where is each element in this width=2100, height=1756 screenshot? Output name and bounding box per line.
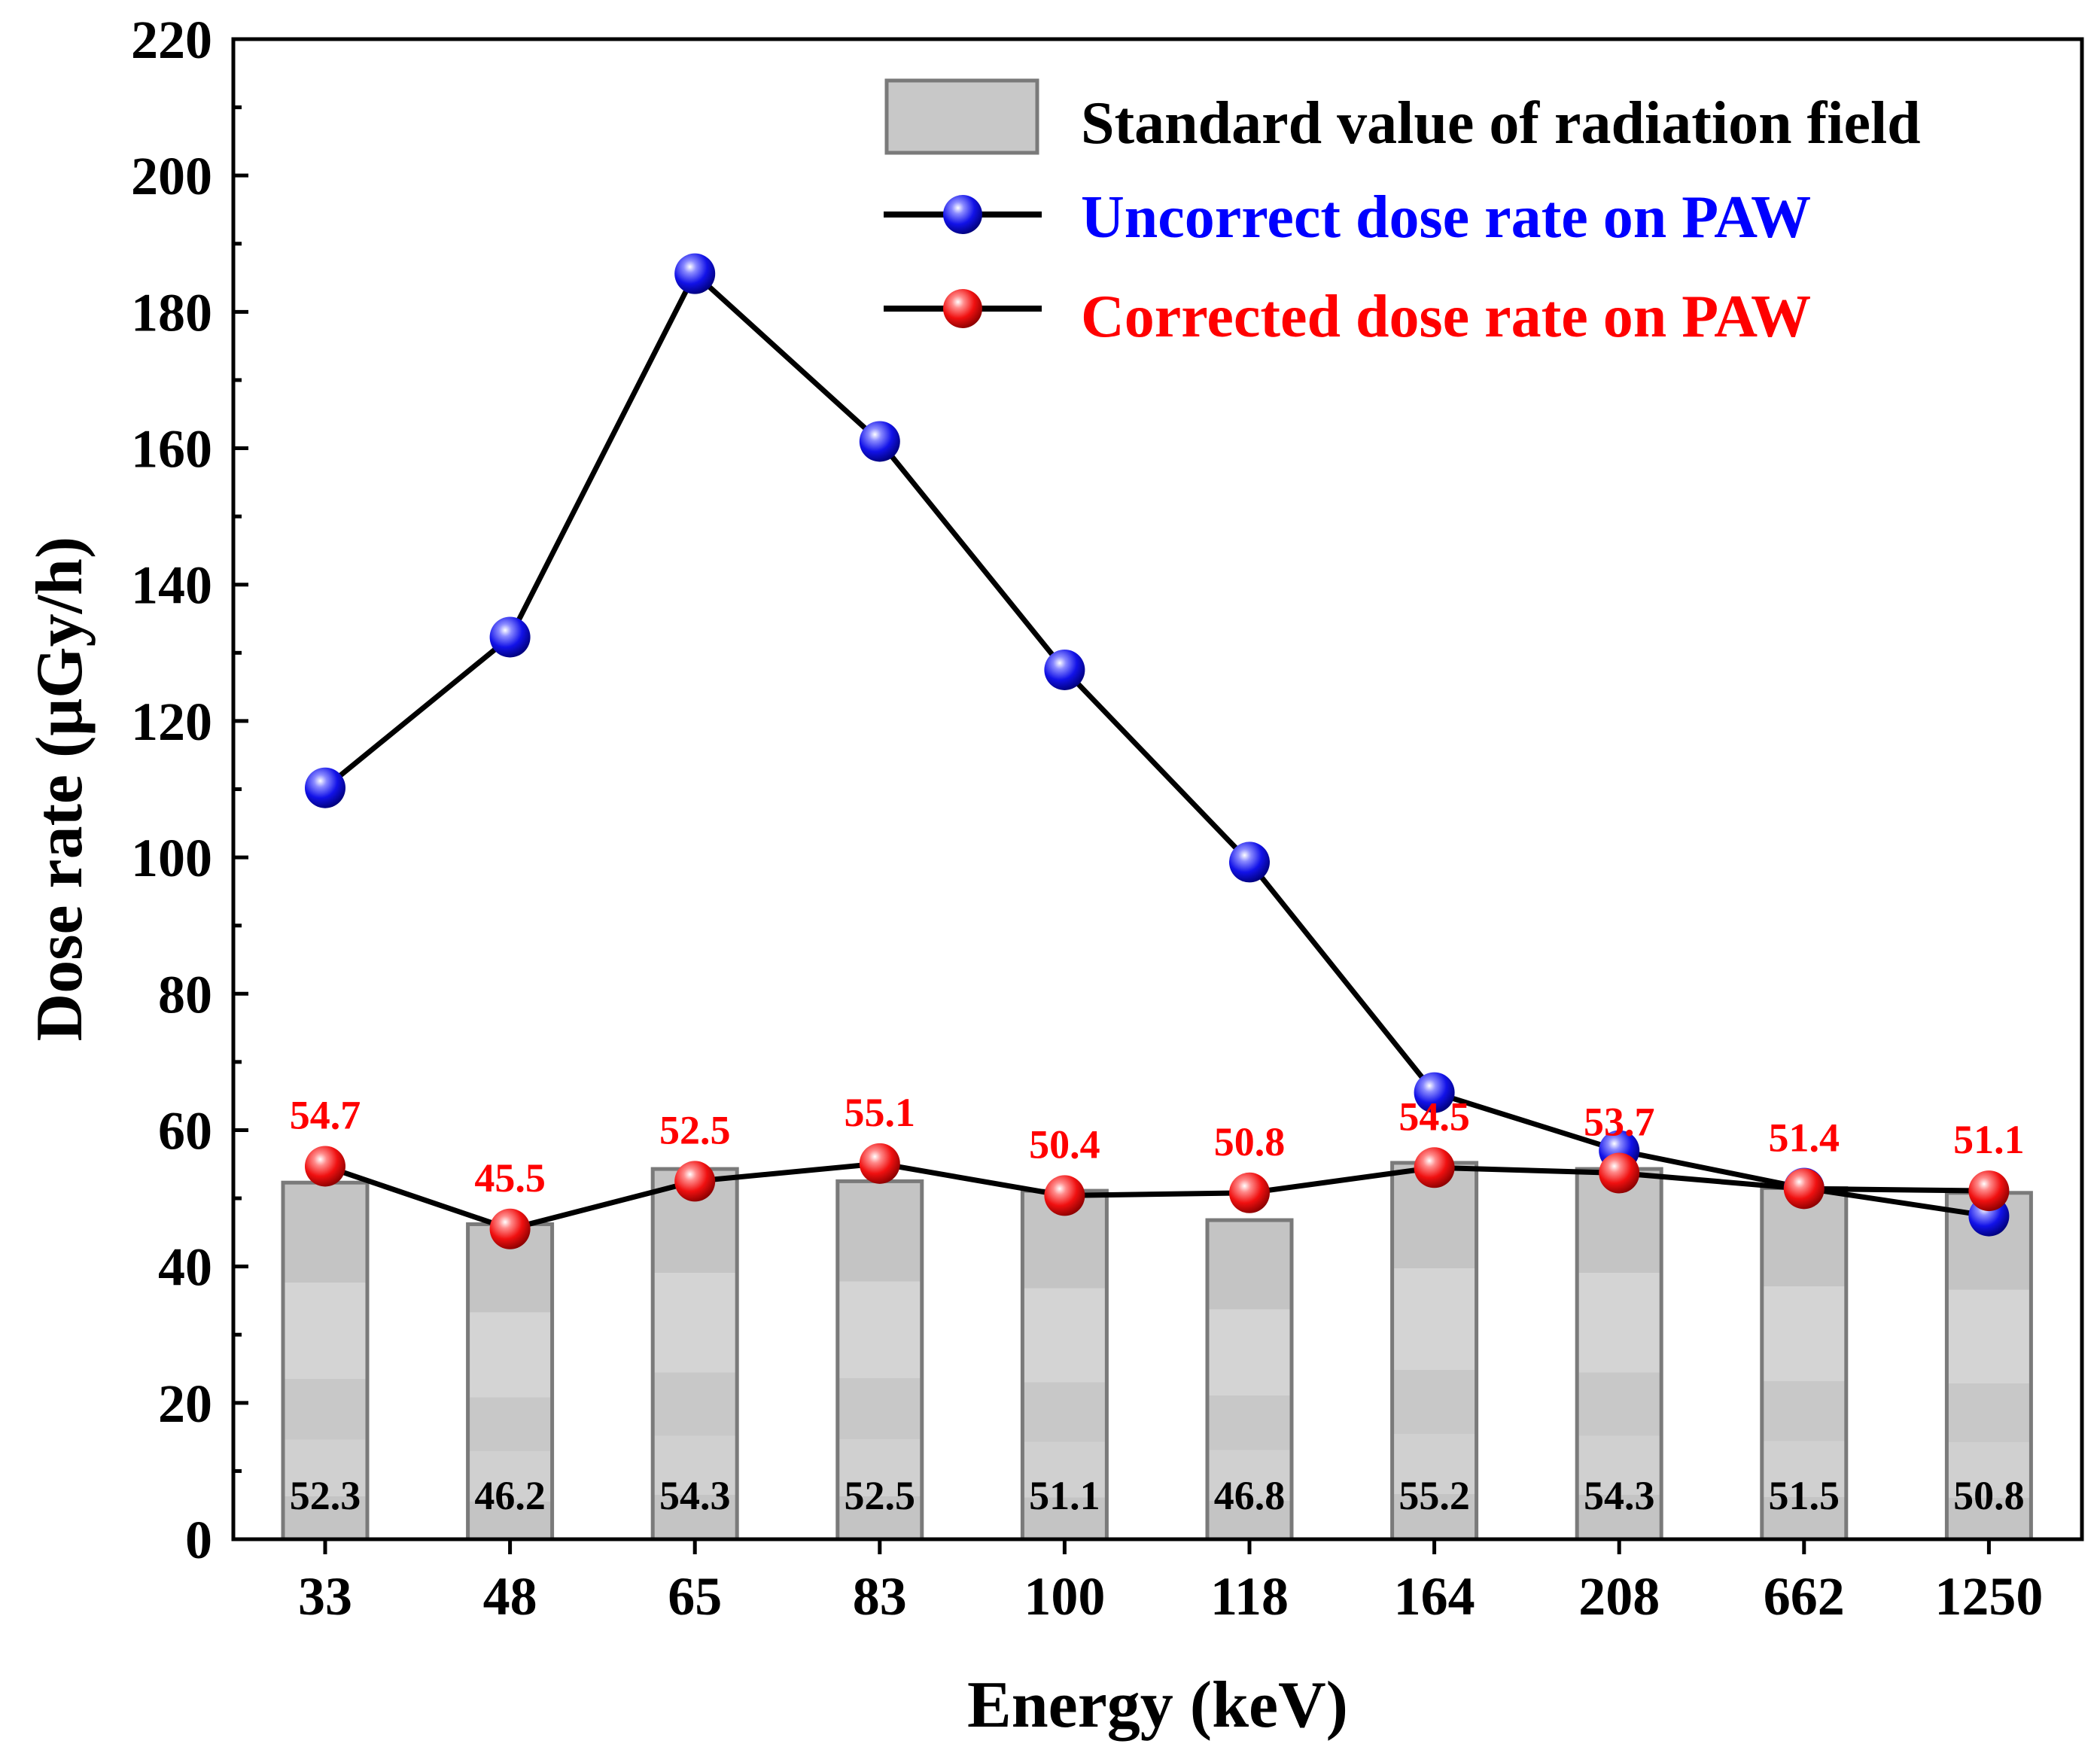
point-uncorrect-164	[1414, 1072, 1455, 1113]
point-corrected-65	[674, 1161, 716, 1202]
y-tick-label-220: 220	[131, 10, 212, 70]
bar-208	[1575, 1167, 1663, 1541]
x-axis: 33 48 65 83 100 118 164 208 662 1250	[298, 1539, 2043, 1627]
point-corrected-100	[1044, 1175, 1085, 1216]
y-tick-label-60: 60	[158, 1100, 212, 1161]
bar-label-1250: 50.8	[1953, 1473, 2025, 1518]
point-label-corrected-662: 51.4	[1769, 1115, 1840, 1160]
point-corrected-33	[305, 1146, 345, 1187]
point-label-corrected-164: 54.5	[1398, 1094, 1470, 1139]
series-line-uncorrect	[323, 271, 1989, 1219]
x-tick-label-208: 208	[1578, 1566, 1660, 1627]
y-tick-label-40: 40	[158, 1237, 212, 1298]
y-tick-label-140: 140	[131, 555, 212, 616]
legend-bar-swatch	[884, 78, 1039, 155]
x-tick-label-1250: 1250	[1934, 1566, 2043, 1627]
point-label-corrected-118: 50.8	[1214, 1119, 1286, 1164]
legend-uncorrect-label: Uncorrect dose rate on PAW	[1081, 184, 1811, 251]
bar-33	[281, 1180, 370, 1541]
point-uncorrect-65	[674, 253, 716, 294]
x-tick-label-33: 33	[298, 1566, 352, 1627]
point-corrected-662	[1783, 1168, 1825, 1210]
point-labels-layer: 54.7 45.5 52.5 55.1 50.4 50.8 54.5 53.7 51.4 51.1	[290, 1090, 2025, 1201]
point-corrected-1250	[1968, 1170, 2010, 1212]
y-tick-label-100: 100	[131, 828, 212, 888]
legend-uncorrect-marker	[943, 195, 982, 234]
x-tick-label-662: 662	[1764, 1566, 1845, 1627]
bar-48	[466, 1222, 555, 1541]
y-tick-label-200: 200	[131, 146, 212, 206]
y-tick-label-120: 120	[131, 692, 212, 752]
bar-83	[835, 1179, 924, 1541]
bar-label-83: 52.5	[845, 1473, 916, 1518]
y-tick-label-80: 80	[158, 964, 212, 1024]
point-label-corrected-208: 53.7	[1584, 1100, 1655, 1145]
x-axis-title: Energy (keV)	[967, 1669, 1348, 1742]
point-label-corrected-100: 50.4	[1029, 1121, 1100, 1167]
points-layer	[305, 253, 2010, 1249]
point-corrected-164	[1414, 1147, 1455, 1188]
bar-label-65: 54.3	[659, 1473, 731, 1518]
x-tick-label-164: 164	[1394, 1566, 1475, 1627]
bar-label-48: 46.2	[474, 1473, 546, 1518]
point-uncorrect-83	[859, 421, 900, 462]
bar-1250	[1944, 1191, 2033, 1541]
y-tick-label-160: 160	[131, 419, 212, 479]
point-label-corrected-83: 55.1	[845, 1090, 916, 1135]
point-uncorrect-48	[489, 616, 531, 658]
series-line-corrected	[324, 1161, 1989, 1232]
legend: Standard value of radiation field Uncorr…	[884, 78, 1921, 350]
point-label-corrected-1250: 51.1	[1953, 1117, 2025, 1162]
bar-label-164: 55.2	[1398, 1473, 1470, 1518]
legend-corrected-marker	[943, 289, 982, 328]
y-tick-label-0: 0	[185, 1510, 212, 1570]
x-tick-label-65: 65	[668, 1566, 722, 1627]
bar-labels-layer: 52.3 46.2 54.3 52.5 51.1 46.8 55.2 54.3 51.5 50.8	[290, 1473, 2025, 1518]
bar-label-118: 46.8	[1214, 1473, 1286, 1518]
lines-layer	[323, 271, 1989, 1232]
point-corrected-83	[859, 1143, 900, 1184]
y-axis-title: Dose rate (μGy/h)	[23, 537, 96, 1042]
point-corrected-48	[489, 1208, 531, 1249]
bar-118	[1205, 1218, 1294, 1541]
point-corrected-118	[1229, 1172, 1270, 1213]
point-uncorrect-100	[1044, 649, 1085, 690]
point-label-corrected-33: 54.7	[290, 1092, 361, 1137]
y-axis: 0 20 40 60 80 100 120 140 160 180 200 220	[131, 10, 248, 1570]
point-uncorrect-118	[1229, 841, 1270, 883]
x-tick-label-48: 48	[483, 1566, 537, 1627]
y-tick-label-20: 20	[158, 1374, 212, 1434]
bar-label-100: 51.1	[1029, 1473, 1100, 1518]
point-label-corrected-65: 52.5	[659, 1107, 731, 1152]
bar-label-662: 51.5	[1769, 1473, 1840, 1518]
x-tick-label-100: 100	[1024, 1566, 1105, 1627]
bar-label-208: 54.3	[1584, 1473, 1655, 1518]
point-uncorrect-33	[305, 767, 345, 808]
bar-label-33: 52.3	[290, 1473, 361, 1518]
legend-standard-label: Standard value of radiation field	[1081, 90, 1921, 157]
y-tick-label-180: 180	[131, 282, 212, 342]
point-corrected-208	[1599, 1152, 1640, 1194]
x-tick-label-83: 83	[853, 1566, 907, 1627]
legend-corrected-label: Corrected dose rate on PAW	[1081, 284, 1811, 350]
x-tick-label-118: 118	[1210, 1566, 1289, 1627]
point-label-corrected-48: 45.5	[474, 1155, 546, 1201]
